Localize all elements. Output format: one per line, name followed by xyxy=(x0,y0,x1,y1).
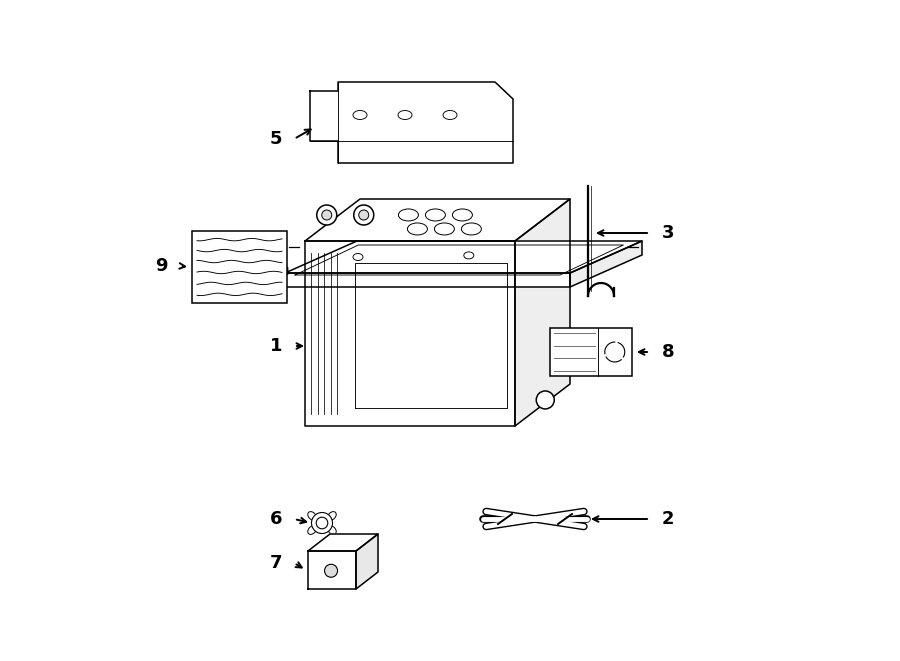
Circle shape xyxy=(325,564,338,577)
Text: 7: 7 xyxy=(269,554,282,572)
Circle shape xyxy=(536,391,554,409)
Polygon shape xyxy=(356,534,378,589)
Ellipse shape xyxy=(328,512,337,520)
Polygon shape xyxy=(308,534,378,551)
Polygon shape xyxy=(192,231,287,303)
Ellipse shape xyxy=(308,512,317,520)
Circle shape xyxy=(317,205,337,225)
Polygon shape xyxy=(310,82,513,163)
Circle shape xyxy=(316,517,328,529)
Ellipse shape xyxy=(462,223,482,235)
Text: 3: 3 xyxy=(662,224,674,242)
Ellipse shape xyxy=(353,254,363,260)
Ellipse shape xyxy=(464,252,473,259)
Ellipse shape xyxy=(426,209,446,221)
Polygon shape xyxy=(285,241,642,273)
Text: 6: 6 xyxy=(269,510,282,528)
Circle shape xyxy=(322,210,332,220)
Text: 9: 9 xyxy=(156,257,168,275)
Ellipse shape xyxy=(453,209,472,221)
Ellipse shape xyxy=(308,525,317,534)
Polygon shape xyxy=(570,241,642,287)
Text: 2: 2 xyxy=(662,510,674,528)
Ellipse shape xyxy=(435,223,454,235)
Ellipse shape xyxy=(408,223,427,235)
Text: 8: 8 xyxy=(662,343,675,361)
Polygon shape xyxy=(515,199,570,426)
Text: 1: 1 xyxy=(269,337,282,355)
Circle shape xyxy=(354,205,373,225)
Polygon shape xyxy=(285,273,570,287)
Circle shape xyxy=(359,210,369,220)
Ellipse shape xyxy=(399,209,418,221)
Circle shape xyxy=(311,512,332,533)
Polygon shape xyxy=(550,328,632,376)
Text: 4: 4 xyxy=(249,240,262,258)
Ellipse shape xyxy=(328,525,337,534)
Polygon shape xyxy=(305,241,515,426)
Text: 5: 5 xyxy=(269,130,282,148)
Polygon shape xyxy=(305,199,570,241)
Polygon shape xyxy=(308,551,356,589)
